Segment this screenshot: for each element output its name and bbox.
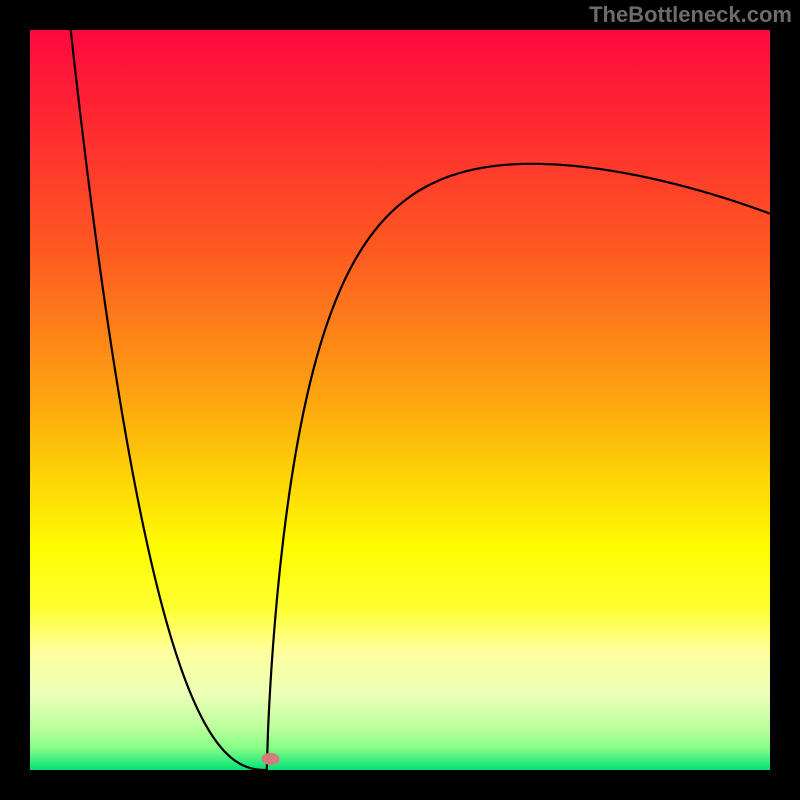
minimum-marker <box>262 753 280 765</box>
watermark-text: TheBottleneck.com <box>589 2 792 28</box>
chart-frame: TheBottleneck.com <box>0 0 800 800</box>
plot-gradient-area <box>30 30 770 770</box>
bottleneck-chart <box>0 0 800 800</box>
